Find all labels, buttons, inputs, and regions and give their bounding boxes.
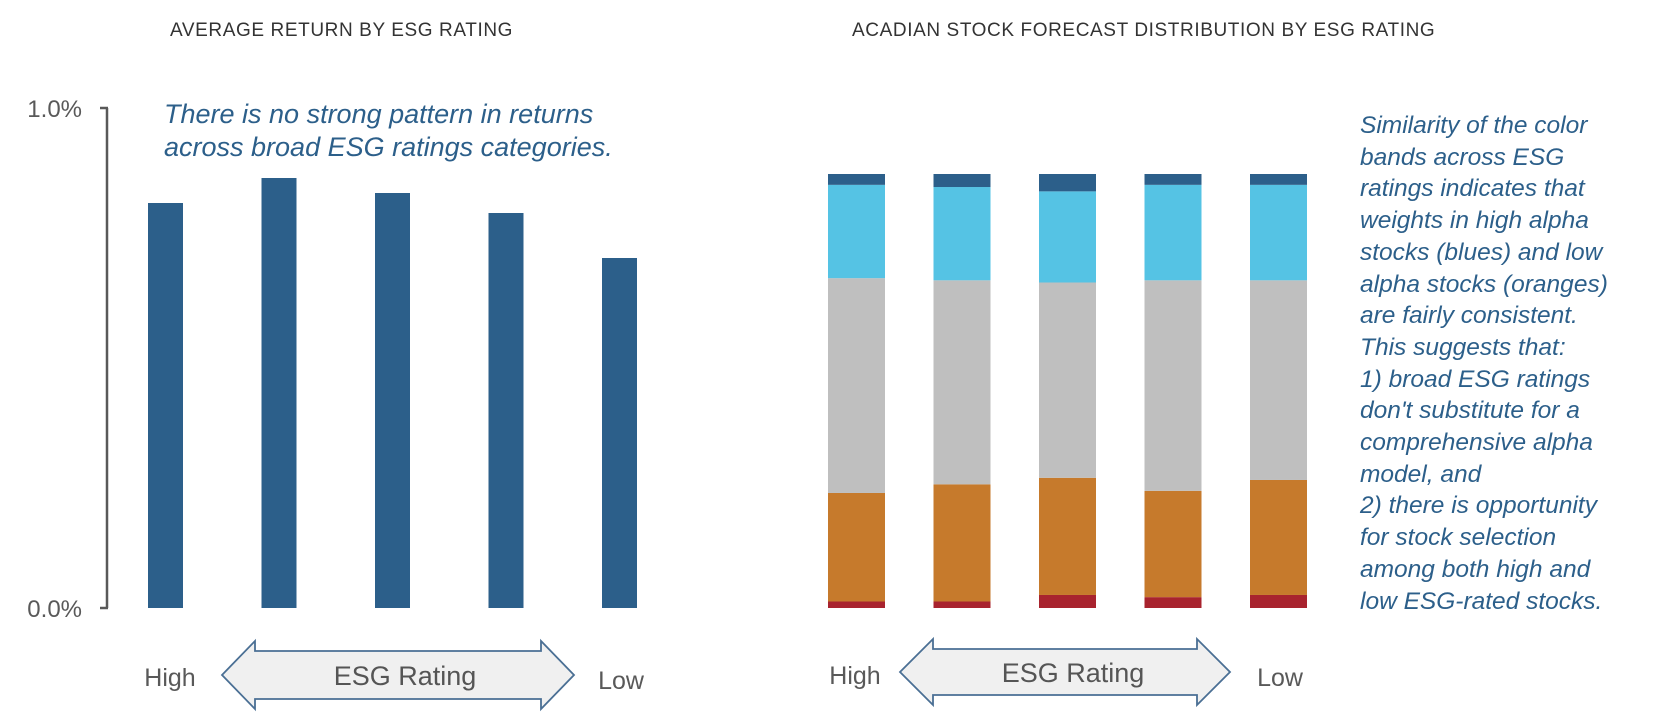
- stack-segment: [1250, 174, 1307, 185]
- left-esg-rating-arrow: ESG Rating: [220, 638, 576, 712]
- stack-segment: [1144, 280, 1202, 491]
- stack-segment: [1144, 490, 1202, 598]
- left-annotation-line: There is no strong pattern in returns: [164, 99, 594, 129]
- stack-segment: [1250, 184, 1307, 281]
- right-annotation-line: alpha stocks (oranges): [1360, 270, 1608, 298]
- left-low-label: Low: [598, 667, 645, 695]
- right-annotation-line: 1) broad ESG ratings: [1360, 365, 1591, 393]
- stack-segment: [828, 174, 885, 185]
- left-arrow-label: ESG Rating: [334, 661, 477, 691]
- right-esg-rating-arrow: ESG Rating: [898, 636, 1232, 708]
- right-annotation-line: comprehensive alpha: [1360, 429, 1593, 457]
- stack-segment: [1250, 479, 1307, 595]
- stack-segment: [1144, 184, 1202, 281]
- right-annotation-line: weights in high alpha: [1360, 207, 1589, 235]
- stack-segment: [933, 484, 991, 602]
- right-arrow-label: ESG Rating: [1002, 658, 1145, 688]
- return-bar: [375, 193, 410, 608]
- right-annotation-line: stocks (blues) and low: [1360, 238, 1603, 266]
- left-chart-title: AVERAGE RETURN BY ESG RATING: [170, 20, 514, 41]
- stack-segment: [1144, 597, 1202, 608]
- stack-segment: [933, 601, 991, 608]
- right-stacked-bars: [828, 174, 1307, 608]
- left-annotation: There is no strong pattern in returns ac…: [164, 98, 613, 164]
- stack-segment: [1039, 594, 1096, 608]
- y-tick-label-min: 0.0%: [27, 596, 82, 623]
- stack-segment: [828, 278, 885, 493]
- stack-segment: [828, 492, 885, 602]
- right-annotation-line: Similarity of the color: [1360, 112, 1588, 139]
- right-annotation: Similarity of the color bands across ESG r…: [1360, 110, 1655, 617]
- stack-segment: [828, 601, 885, 608]
- stack-segment: [1144, 174, 1202, 185]
- right-annotation-line: among both high and: [1360, 555, 1591, 583]
- right-annotation-line: This suggests that:: [1360, 333, 1566, 361]
- stack-segment: [1250, 594, 1307, 608]
- right-chart-title: ACADIAN STOCK FORECAST DISTRIBUTION BY E…: [852, 20, 1436, 41]
- left-y-axis: 1.0% 0.0%: [27, 96, 109, 623]
- stack-segment: [933, 280, 991, 485]
- return-bar: [602, 258, 637, 608]
- left-bars: [148, 178, 637, 608]
- stack-segment: [1039, 174, 1096, 192]
- stack-segment: [1039, 477, 1096, 595]
- right-annotation-line: don't substitute for a: [1360, 397, 1580, 425]
- right-annotation-line: low ESG-rated stocks.: [1360, 587, 1603, 615]
- stack-segment: [828, 184, 885, 279]
- return-bar: [148, 203, 183, 608]
- right-annotation-line: bands across ESG: [1360, 143, 1565, 171]
- stack-segment: [1039, 282, 1096, 478]
- stack-segment: [1250, 280, 1307, 480]
- return-bar: [261, 178, 297, 608]
- stack-segment: [1039, 191, 1096, 283]
- return-bar: [488, 213, 524, 608]
- left-high-label: High: [144, 664, 195, 692]
- right-annotation-line: model, and: [1360, 460, 1482, 488]
- left-annotation-line: across broad ESG ratings categories.: [164, 132, 613, 162]
- right-high-label: High: [829, 662, 880, 690]
- right-annotation-line: are fairly consistent.: [1360, 302, 1578, 330]
- stack-segment: [933, 187, 991, 281]
- y-tick-label-max: 1.0%: [27, 96, 82, 123]
- right-low-label: Low: [1257, 664, 1304, 692]
- right-annotation-line: 2) there is opportunity: [1360, 492, 1597, 520]
- right-annotation-line: ratings indicates that: [1360, 175, 1585, 203]
- right-annotation-line: for stock selection: [1360, 524, 1557, 552]
- stack-segment: [933, 174, 991, 188]
